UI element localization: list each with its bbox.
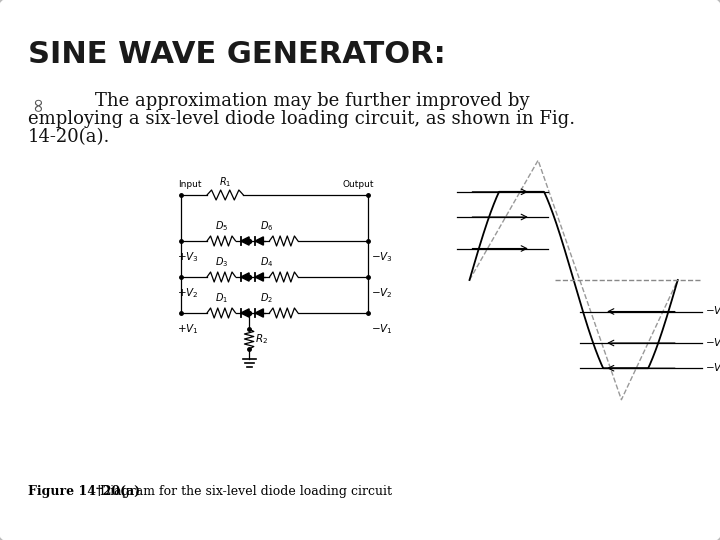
Text: $+V_2$: $+V_2$ <box>177 286 199 300</box>
Text: $R_2$: $R_2$ <box>255 332 268 346</box>
Polygon shape <box>255 237 264 245</box>
Text: $-V_3$: $-V_3$ <box>371 250 392 264</box>
Text: $+V_1$: $+V_1$ <box>177 322 199 336</box>
Text: The approximation may be further improved by: The approximation may be further improve… <box>95 92 529 110</box>
Text: $D_6$: $D_6$ <box>260 219 274 233</box>
Text: $R_1$: $R_1$ <box>219 175 231 189</box>
Text: $D_1$: $D_1$ <box>215 291 228 305</box>
Text: $D_5$: $D_5$ <box>215 219 228 233</box>
Text: $-V_2$: $-V_2$ <box>705 336 720 350</box>
Text: 14-20(a).: 14-20(a). <box>28 128 110 146</box>
Text: $-V_1$: $-V_1$ <box>705 305 720 319</box>
Polygon shape <box>240 309 249 317</box>
Polygon shape <box>255 309 264 317</box>
Text: $D_2$: $D_2$ <box>260 291 274 305</box>
Text: ∞: ∞ <box>28 95 47 111</box>
Polygon shape <box>240 237 249 245</box>
Text: Output: Output <box>342 180 374 189</box>
Text: $D_4$: $D_4$ <box>260 255 274 269</box>
Text: Figure 14†20(a): Figure 14†20(a) <box>28 485 140 498</box>
Polygon shape <box>240 273 249 281</box>
Text: $D_3$: $D_3$ <box>215 255 228 269</box>
Polygon shape <box>255 273 264 281</box>
Text: employing a six-level diode loading circuit, as shown in Fig.: employing a six-level diode loading circ… <box>28 110 575 128</box>
Text: $+V_3$: $+V_3$ <box>177 250 199 264</box>
Text: $-V_1$: $-V_1$ <box>371 322 392 336</box>
Text: Diagram for the six-level diode loading circuit: Diagram for the six-level diode loading … <box>100 485 392 498</box>
Text: $-V_2$: $-V_2$ <box>371 286 392 300</box>
Text: Input: Input <box>179 180 202 189</box>
Text: SINE WAVE GENERATOR:: SINE WAVE GENERATOR: <box>28 40 446 69</box>
Text: $-V_3$: $-V_3$ <box>705 361 720 375</box>
